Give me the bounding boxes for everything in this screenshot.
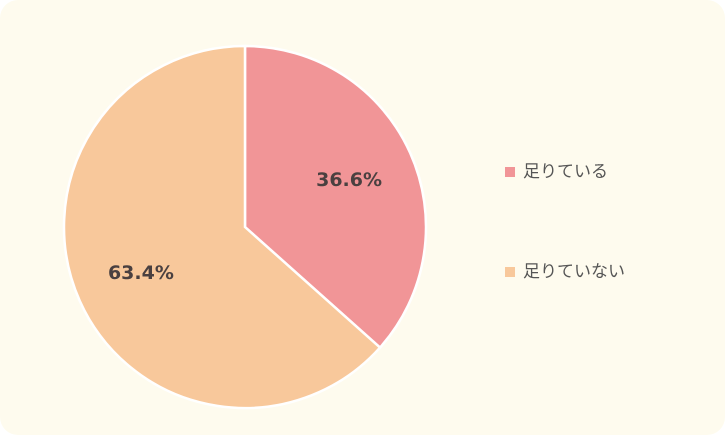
pie-slice xyxy=(62,44,382,410)
legend-swatch xyxy=(505,267,515,277)
value-label: 36.6% xyxy=(316,169,382,191)
pie-slice xyxy=(243,44,428,350)
legend-swatch xyxy=(505,167,515,177)
value-label: 63.4% xyxy=(108,262,174,284)
legend-label: 足りている xyxy=(523,162,608,182)
legend-label: 足りていない xyxy=(523,262,625,282)
